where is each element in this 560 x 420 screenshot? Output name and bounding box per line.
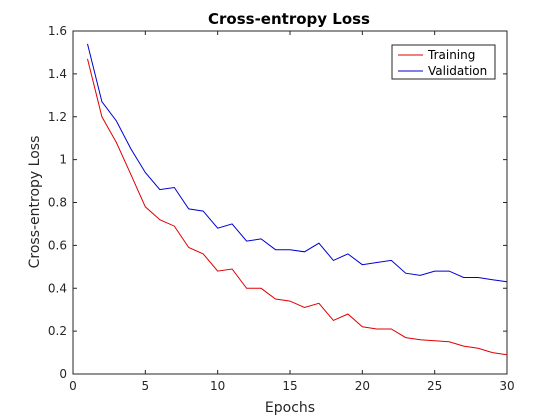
y-axis: 0 0.2 0.4 0.6 0.8 1 1.2 1.4 1.6 xyxy=(48,24,507,381)
x-tick-label: 10 xyxy=(210,379,225,393)
series-line-training xyxy=(87,58,508,356)
x-tick-label: 5 xyxy=(142,379,150,393)
series-lines xyxy=(87,43,508,356)
legend-box xyxy=(391,44,496,80)
x-tick-label: 15 xyxy=(282,379,297,393)
x-tick-label: 0 xyxy=(69,379,77,393)
series-line-validation xyxy=(87,43,508,283)
plot-area xyxy=(72,30,508,375)
x-tick-label: 20 xyxy=(355,379,370,393)
y-tick-label: 0.6 xyxy=(48,238,67,252)
x-tick-label: 30 xyxy=(499,379,514,393)
y-tick-label: 0.2 xyxy=(48,324,67,338)
x-axis-label: Epochs xyxy=(265,400,315,416)
legend-label-training: Training xyxy=(427,48,475,62)
y-tick-label: 1.6 xyxy=(48,24,67,38)
y-axis-label: Cross-entropy Loss xyxy=(27,136,43,269)
legend: Training Validation xyxy=(391,44,496,80)
y-tick-label: 1 xyxy=(59,153,67,167)
y-tick-label: 1.4 xyxy=(48,67,67,81)
chart-title: Cross-entropy Loss xyxy=(208,10,370,28)
x-tick-label: 25 xyxy=(427,379,442,393)
legend-label-validation: Validation xyxy=(428,64,487,78)
y-tick-label: 0.4 xyxy=(48,281,67,295)
x-axis: 0 5 10 15 20 25 30 xyxy=(69,31,515,393)
y-tick-label: 0.8 xyxy=(48,196,67,210)
y-tick-label: 1.2 xyxy=(48,110,67,124)
y-tick-label: 0 xyxy=(59,367,67,381)
